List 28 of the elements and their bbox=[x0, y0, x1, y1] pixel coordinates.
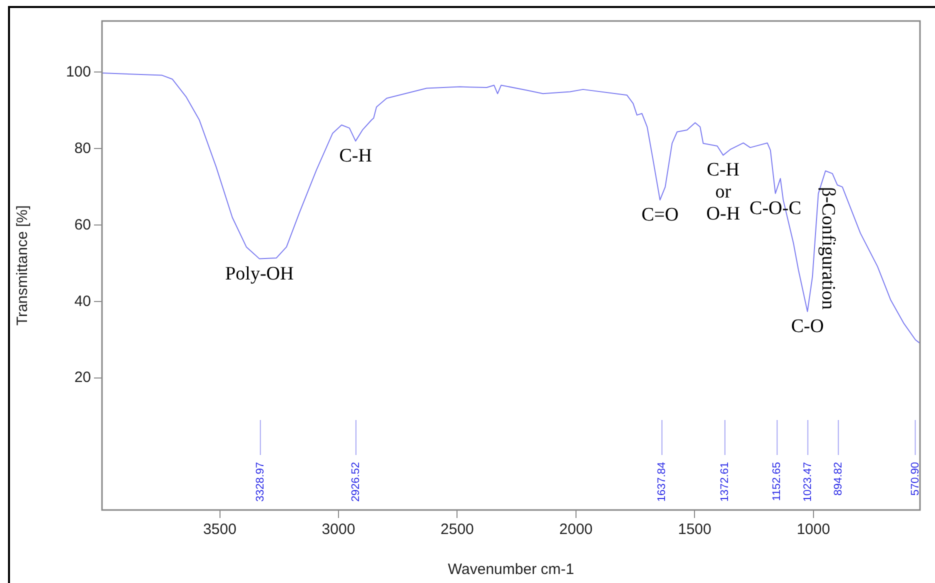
ref-line-label: 2926.52 bbox=[350, 462, 362, 502]
x-tick-label: 1000 bbox=[796, 521, 830, 538]
x-axis-title: Wavenumber cm-1 bbox=[448, 561, 574, 578]
x-tick-label: 2500 bbox=[440, 521, 474, 538]
annotation: Poly-OH bbox=[225, 263, 294, 284]
annotation: β-Configuration bbox=[817, 187, 838, 310]
ref-line-label: 1023.47 bbox=[802, 462, 814, 502]
ref-line-label: 1637.84 bbox=[656, 462, 668, 502]
annotation: C-O-C bbox=[750, 198, 802, 219]
x-tick-label: 1500 bbox=[678, 521, 712, 538]
ref-line-label: 1372.61 bbox=[718, 462, 731, 502]
y-tick-label: 100 bbox=[66, 63, 91, 80]
ref-line-label: 894.82 bbox=[832, 462, 844, 496]
y-tick-label: 80 bbox=[74, 140, 91, 157]
x-tick-label: 2000 bbox=[559, 521, 593, 538]
y-tick-label: 60 bbox=[74, 216, 91, 234]
ref-line-label: 570.90 bbox=[909, 462, 922, 496]
x-tick-label: 3000 bbox=[322, 521, 356, 538]
annotation: C=O bbox=[641, 204, 679, 226]
y-axis-title: Transmittance [%] bbox=[14, 205, 32, 326]
annotation: C-H or O-H bbox=[706, 160, 740, 225]
y-tick-label: 20 bbox=[74, 369, 91, 386]
annotation: C-O bbox=[791, 316, 824, 338]
x-tick-label: 3500 bbox=[203, 521, 236, 538]
ref-line-label: 1152.65 bbox=[771, 462, 784, 501]
ref-line-label: 3328.97 bbox=[254, 462, 266, 502]
annotation: C-H bbox=[339, 146, 372, 167]
y-tick-label: 40 bbox=[74, 292, 91, 310]
